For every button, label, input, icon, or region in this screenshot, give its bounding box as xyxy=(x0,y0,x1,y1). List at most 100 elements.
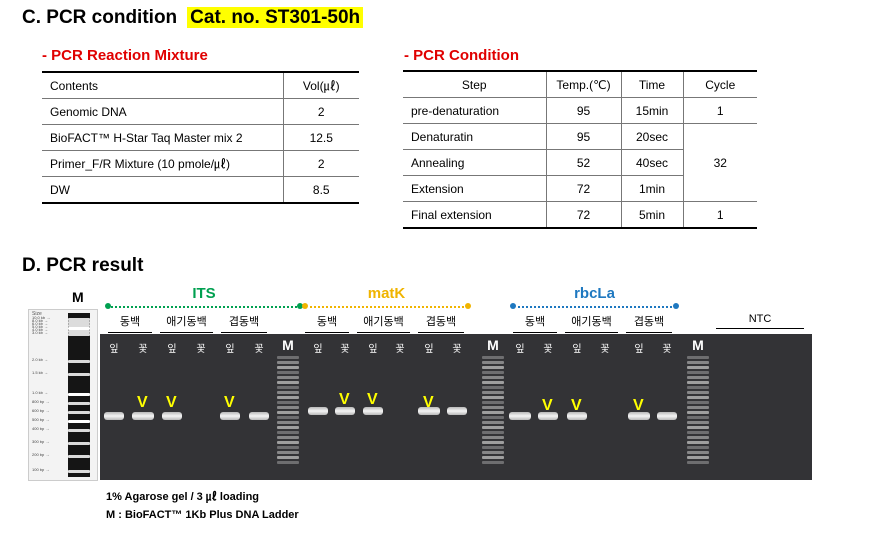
gel-band xyxy=(162,412,182,420)
group-line-dot xyxy=(465,303,471,309)
condition-cell: 95 xyxy=(545,97,621,124)
gel-marker-band xyxy=(277,391,299,394)
gel-band xyxy=(363,407,383,415)
table-row: Genomic DNA 2 xyxy=(42,98,359,125)
gel-marker-band xyxy=(687,396,709,399)
gel-marker-band xyxy=(687,436,709,439)
lane-label: 꽃 xyxy=(600,344,610,355)
ladder-marker-band xyxy=(68,470,90,473)
gel-marker-band xyxy=(277,386,299,389)
group-line-dot xyxy=(510,303,516,309)
gel-marker-band xyxy=(277,436,299,439)
gel-marker-band xyxy=(687,451,709,454)
ladder-marker-label: 4.0 kb → xyxy=(32,327,49,332)
lane-label: 꽃 xyxy=(395,344,405,355)
sample-label: 동백 xyxy=(108,313,152,333)
footnote-gel: 1% Agarose gel / 3 ㎕ loading xyxy=(106,491,260,503)
mixture-cell: BioFACT™ H-Star Taq Master mix 2 xyxy=(42,124,283,151)
sample-label: 애기동백 xyxy=(160,313,213,333)
lane-label: 꽃 xyxy=(196,344,206,355)
ladder-marker-label: 1.0 kb → xyxy=(32,390,49,395)
gel-marker-band xyxy=(687,371,709,374)
check-mark-icon: V xyxy=(367,391,378,408)
sample-label: 동백 xyxy=(305,313,349,333)
gel-marker-band xyxy=(687,376,709,379)
gel-marker-band xyxy=(482,436,504,439)
gel-band xyxy=(628,412,650,420)
gel-marker-lane xyxy=(482,356,504,464)
gel-marker-band xyxy=(482,401,504,404)
sample-label: 동백 xyxy=(513,313,557,333)
mixture-header-cell: Contents xyxy=(42,71,283,99)
gel-marker-band xyxy=(687,461,709,464)
ladder-title: M xyxy=(72,289,84,305)
group-title: matK xyxy=(367,285,406,302)
lane-label: 잎 xyxy=(313,344,323,355)
ladder-marker-label: 300 bp → xyxy=(32,439,50,444)
gel-marker-band xyxy=(482,421,504,424)
gel-marker-band xyxy=(277,446,299,449)
section-c-heading: C. PCR condition Cat. no. ST301-50h xyxy=(22,7,364,29)
gel-marker-band xyxy=(482,456,504,459)
ladder-lane-image xyxy=(68,313,90,477)
gel-marker-lane xyxy=(687,356,709,464)
gel-marker-band xyxy=(482,431,504,434)
gel-marker-band xyxy=(482,406,504,409)
lane-label: M xyxy=(692,337,704,353)
sample-label: 겹동백 xyxy=(418,313,464,333)
sample-label: 애기동백 xyxy=(357,313,410,333)
gel-marker-band xyxy=(687,426,709,429)
gel-band xyxy=(509,412,531,420)
sample-label: 겹동백 xyxy=(626,313,672,333)
gel-band xyxy=(308,407,328,415)
group-line-dot xyxy=(673,303,679,309)
ladder-marker-label: 5.0 kb → xyxy=(32,324,49,329)
mixture-cell: 2 xyxy=(282,98,359,125)
ladder-marker-band xyxy=(68,420,90,423)
gel-marker-band xyxy=(687,356,709,359)
table-row: pre-denaturation 95 15min 1 xyxy=(403,97,757,124)
condition-cell: 95 xyxy=(545,123,621,150)
lane-label: 꽃 xyxy=(138,344,148,355)
mixture-cell: Primer_F/R Mixture (10 pmole/㎕) xyxy=(42,150,283,177)
catalog-number: Cat. no. ST301-50h xyxy=(187,7,364,28)
condition-cell: 72 xyxy=(545,201,621,229)
condition-cell: 1min xyxy=(620,175,683,202)
gel-marker-band xyxy=(482,366,504,369)
check-mark-icon: V xyxy=(423,394,434,411)
gel-marker-band xyxy=(482,356,504,359)
gel-marker-band xyxy=(482,361,504,364)
lane-label: 잎 xyxy=(572,344,582,355)
mixture-table: Contents Vol(㎕) Genomic DNA 2 BioFACT™ H… xyxy=(42,71,359,204)
mixture-cell: DW xyxy=(42,176,283,204)
check-mark-icon: V xyxy=(224,394,235,411)
lane-label: 잎 xyxy=(225,344,235,355)
ladder-marker-label: 3.0 kb → xyxy=(32,330,49,335)
condition-header-cell: Step xyxy=(403,70,546,98)
gel-marker-band xyxy=(277,451,299,454)
gel-band xyxy=(249,412,269,420)
gel-marker-band xyxy=(482,391,504,394)
gel-marker-band xyxy=(687,381,709,384)
condition-header-cell: Temp.(℃) xyxy=(545,70,621,98)
ladder-marker-band xyxy=(68,373,90,376)
condition-cell: 72 xyxy=(545,175,621,202)
condition-cell: 40sec xyxy=(620,149,683,176)
gel-marker-band xyxy=(687,386,709,389)
gel-marker-band xyxy=(687,361,709,364)
gel-band xyxy=(657,412,677,420)
ntc-label: NTC xyxy=(716,313,804,329)
condition-cell: 15min xyxy=(620,97,683,124)
lane-label: M xyxy=(282,337,294,353)
lane-label: 꽃 xyxy=(340,344,350,355)
gel-marker-band xyxy=(482,386,504,389)
mixture-cell: 2 xyxy=(282,150,359,177)
gel-band xyxy=(567,412,587,420)
table-row: Primer_F/R Mixture (10 pmole/㎕) 2 xyxy=(42,150,359,177)
gel-band xyxy=(538,412,558,420)
gel-marker-band xyxy=(687,456,709,459)
gel-marker-band xyxy=(687,366,709,369)
gel-marker-band xyxy=(482,376,504,379)
group-title: rbcLa xyxy=(574,285,615,302)
gel-marker-band xyxy=(687,441,709,444)
